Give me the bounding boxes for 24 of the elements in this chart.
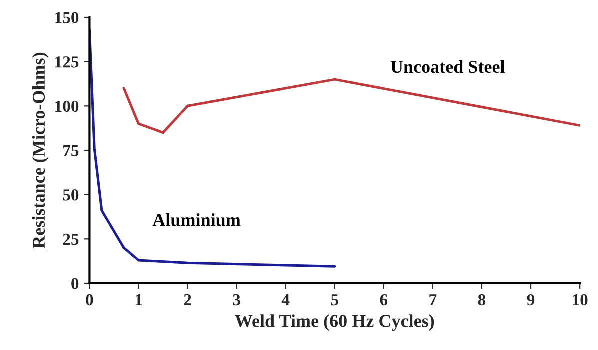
x-tick-label: 10 [573, 294, 588, 306]
x-tick-label: 1 [136, 294, 142, 306]
y-tick-label: 0 [72, 278, 79, 290]
line-series [122, 78, 580, 134]
x-tick-label: 2 [184, 294, 192, 306]
y-tick-label: 150 [56, 12, 79, 24]
y-axis-title: Resistance (Micro-Ohms) [32, 52, 49, 249]
x-tick-label: 6 [380, 294, 388, 306]
y-tick-label: 25 [63, 234, 79, 246]
x-tick-label: 8 [478, 294, 486, 306]
x-tick-label: 0 [86, 294, 94, 306]
series-label: Uncoated Steel [390, 60, 505, 74]
x-tick-label: 4 [282, 294, 290, 306]
y-tick-label: 125 [56, 56, 79, 68]
y-tick-label: 75 [64, 145, 79, 156]
x-tick-label: 5 [331, 294, 338, 306]
y-tick-label: 50 [63, 190, 79, 201]
x-tick-label: 9 [527, 294, 535, 306]
x-tick-label: 7 [430, 294, 437, 306]
series-label: Aluminium [152, 214, 241, 226]
y-tick-label: 100 [56, 100, 79, 112]
x-tick-label: 3 [233, 294, 240, 306]
x-axis-title: Weld Time (60 Hz Cycles) [235, 314, 434, 332]
line-series [90, 28, 336, 268]
